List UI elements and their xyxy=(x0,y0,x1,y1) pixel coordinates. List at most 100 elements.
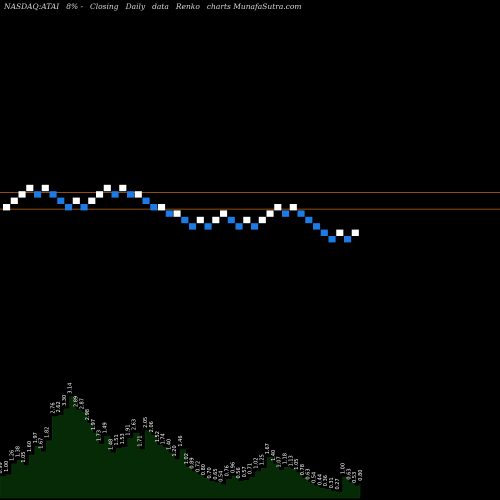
volume-label-50: 1.18 xyxy=(283,453,289,464)
renko-brick-up-29 xyxy=(220,210,228,217)
renko-brick-down-27 xyxy=(204,223,212,230)
price-basis-label: Closing xyxy=(90,2,119,11)
renko-brick-up-18 xyxy=(134,191,142,198)
volume-label-7: 1.97 xyxy=(33,432,39,443)
volume-label-55: 0.54 xyxy=(312,472,318,483)
renko-brick-down-5 xyxy=(34,191,42,198)
volume-label-47: 1.67 xyxy=(265,443,271,454)
volume-label-20: 1.48 xyxy=(108,439,114,450)
volume-label-43: 0.57 xyxy=(242,466,248,477)
volume-label-10: 2.76 xyxy=(50,402,56,413)
renko-brick-up-14 xyxy=(103,184,111,192)
renko-brick-up-36 xyxy=(274,204,282,211)
renko-brick-down-17 xyxy=(127,191,135,198)
volume-label-28: 1.52 xyxy=(155,431,161,442)
renko-brick-down-19 xyxy=(142,197,150,204)
volume-label-24: 2.63 xyxy=(132,419,138,430)
change-label: 8% - xyxy=(66,2,84,11)
volume-label-48: 1.40 xyxy=(271,450,277,461)
volume-label-6: 1.60 xyxy=(27,441,33,452)
renko-brick-down-42 xyxy=(320,229,328,236)
renko-brick-up-38 xyxy=(289,204,297,211)
renko-brick-up-21 xyxy=(158,204,166,211)
volume-label-26: 2.05 xyxy=(143,417,149,428)
volume-label-44: 0.71 xyxy=(248,463,254,474)
volume-label-8: 1.67 xyxy=(39,438,45,449)
renko-brick-up-1 xyxy=(3,204,11,211)
volume-label-32: 1.46 xyxy=(178,435,184,446)
volume-label-59: 0.27 xyxy=(335,478,341,489)
volume-label-19: 1.49 xyxy=(103,422,109,433)
renko-brick-down-15 xyxy=(111,191,119,198)
volume-label-62: 0.53 xyxy=(352,472,358,483)
volume-label-36: 0.80 xyxy=(201,464,207,475)
renko-brick-up-32 xyxy=(243,216,251,224)
volume-label-52: 1.05 xyxy=(294,459,300,470)
volume-label-4: 1.38 xyxy=(15,446,21,457)
volume-label-63: 0.80 xyxy=(358,470,364,481)
renko-brick-up-34 xyxy=(258,216,266,224)
renko-brick-up-23 xyxy=(173,210,181,217)
volume-label-31: 1.20 xyxy=(172,445,178,456)
volume-label-5: 1.05 xyxy=(21,452,27,463)
volume-label-35: 0.72 xyxy=(195,461,201,472)
chart-kind-label: Renko xyxy=(175,2,200,11)
frequency-label: Daily xyxy=(125,2,146,11)
renko-brick-down-20 xyxy=(150,204,158,211)
volume-label-15: 2.87 xyxy=(79,398,85,409)
renko-brick-down-37 xyxy=(282,210,290,217)
volume-label-9: 1.82 xyxy=(44,427,50,438)
volume-label-42: 0.56 xyxy=(236,467,242,478)
volume-label-22: 1.53 xyxy=(120,433,126,444)
renko-brick-up-46 xyxy=(351,229,359,236)
renko-brick-up-6 xyxy=(41,184,49,192)
ticker-label: NASDAQ:ATAI xyxy=(4,2,60,11)
volume-label-14: 2.89 xyxy=(73,396,79,407)
renko-brick-down-8 xyxy=(57,197,65,204)
volume-label-61: 0.63 xyxy=(346,468,352,479)
volume-label-37: 0.70 xyxy=(207,467,213,478)
volume-label-29: 1.74 xyxy=(161,433,167,444)
volume-label-54: 0.63 xyxy=(306,468,312,479)
volume-label-38: 0.65 xyxy=(213,468,219,479)
renko-brick-down-31 xyxy=(235,223,243,230)
renko-brick-up-26 xyxy=(196,216,204,224)
volume-label-57: 0.36 xyxy=(323,475,329,486)
renko-brick-down-22 xyxy=(165,210,173,217)
volume-label-23: 1.91 xyxy=(126,424,132,435)
renko-brick-down-11 xyxy=(80,204,88,211)
renko-brick-down-39 xyxy=(297,210,305,217)
volume-label-21: 1.51 xyxy=(114,434,120,445)
volume-label-3: 1.26 xyxy=(10,450,16,461)
renko-brick-up-13 xyxy=(96,191,104,198)
renko-brick-up-10 xyxy=(72,197,80,204)
volume-label-45: 1.02 xyxy=(253,457,259,468)
renko-brick-down-9 xyxy=(65,204,73,211)
volume-label-18: 1.73 xyxy=(97,430,103,441)
renko-brick-down-41 xyxy=(313,223,321,230)
volume-label-30: 1.40 xyxy=(166,439,172,450)
volume-label-12: 3.30 xyxy=(62,395,68,406)
renko-brick-up-3 xyxy=(18,191,26,198)
volume-label-34: 0.89 xyxy=(190,457,196,468)
site-label: charts MunafaSutra.com xyxy=(206,2,302,11)
volume-label-41: 0.96 xyxy=(230,462,236,473)
volume-label-2: 1.00 xyxy=(4,461,10,472)
renko-brick-up-12 xyxy=(88,197,96,204)
volume-label-56: 0.44 xyxy=(317,474,323,485)
renko-brick-down-7 xyxy=(49,191,57,198)
volume-label-40: 0.76 xyxy=(224,465,230,476)
renko-brick-up-35 xyxy=(266,210,274,217)
volume-label-39: 0.54 xyxy=(219,471,225,482)
volume-label-27: 2.06 xyxy=(149,421,155,432)
renko-brick-down-33 xyxy=(251,223,259,230)
volume-label-51: 1.13 xyxy=(288,455,294,466)
renko-brick-down-30 xyxy=(227,216,235,224)
volume-label-16: 2.98 xyxy=(85,409,91,420)
data-word-label: data xyxy=(152,2,169,11)
chart-header: NASDAQ:ATAI 8% - Closing Daily data Renko char… xyxy=(4,2,496,14)
volume-label-60: 1.00 xyxy=(341,463,347,474)
volume-label-13: 3.14 xyxy=(68,383,74,394)
